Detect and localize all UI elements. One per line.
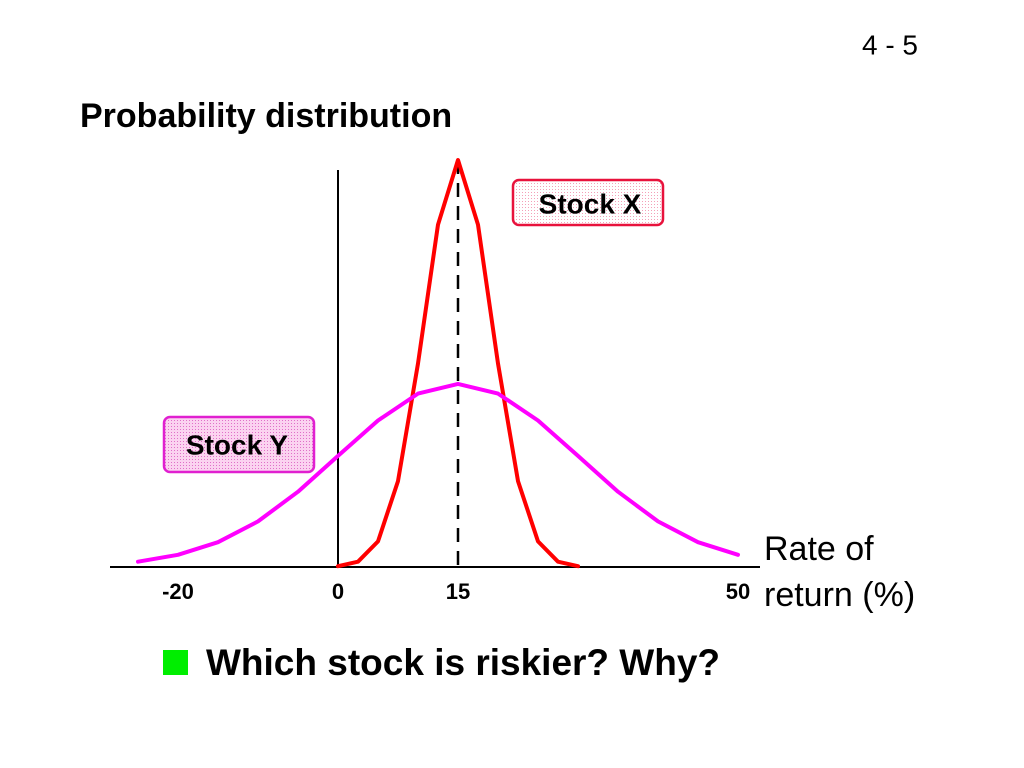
series-line <box>136 381 740 564</box>
chart-title: Probability distribution <box>80 97 452 135</box>
bullet <box>163 650 188 675</box>
x-tick-label: 50 <box>726 579 750 604</box>
x-axis-label: Rate of return (%) <box>764 530 916 614</box>
legend-label: Stock X <box>539 188 642 219</box>
legend-box <box>162 415 316 474</box>
legend-label: Stock Y <box>186 429 289 460</box>
page-number: 4 - 5 <box>862 29 918 60</box>
x-tick-label: 15 <box>446 579 470 604</box>
legend-box <box>511 178 665 227</box>
question: Which stock is riskier? Why? <box>206 642 720 683</box>
series-line <box>336 158 580 569</box>
x-tick-label: -20 <box>162 579 194 604</box>
x-tick-label: 0 <box>332 579 344 604</box>
